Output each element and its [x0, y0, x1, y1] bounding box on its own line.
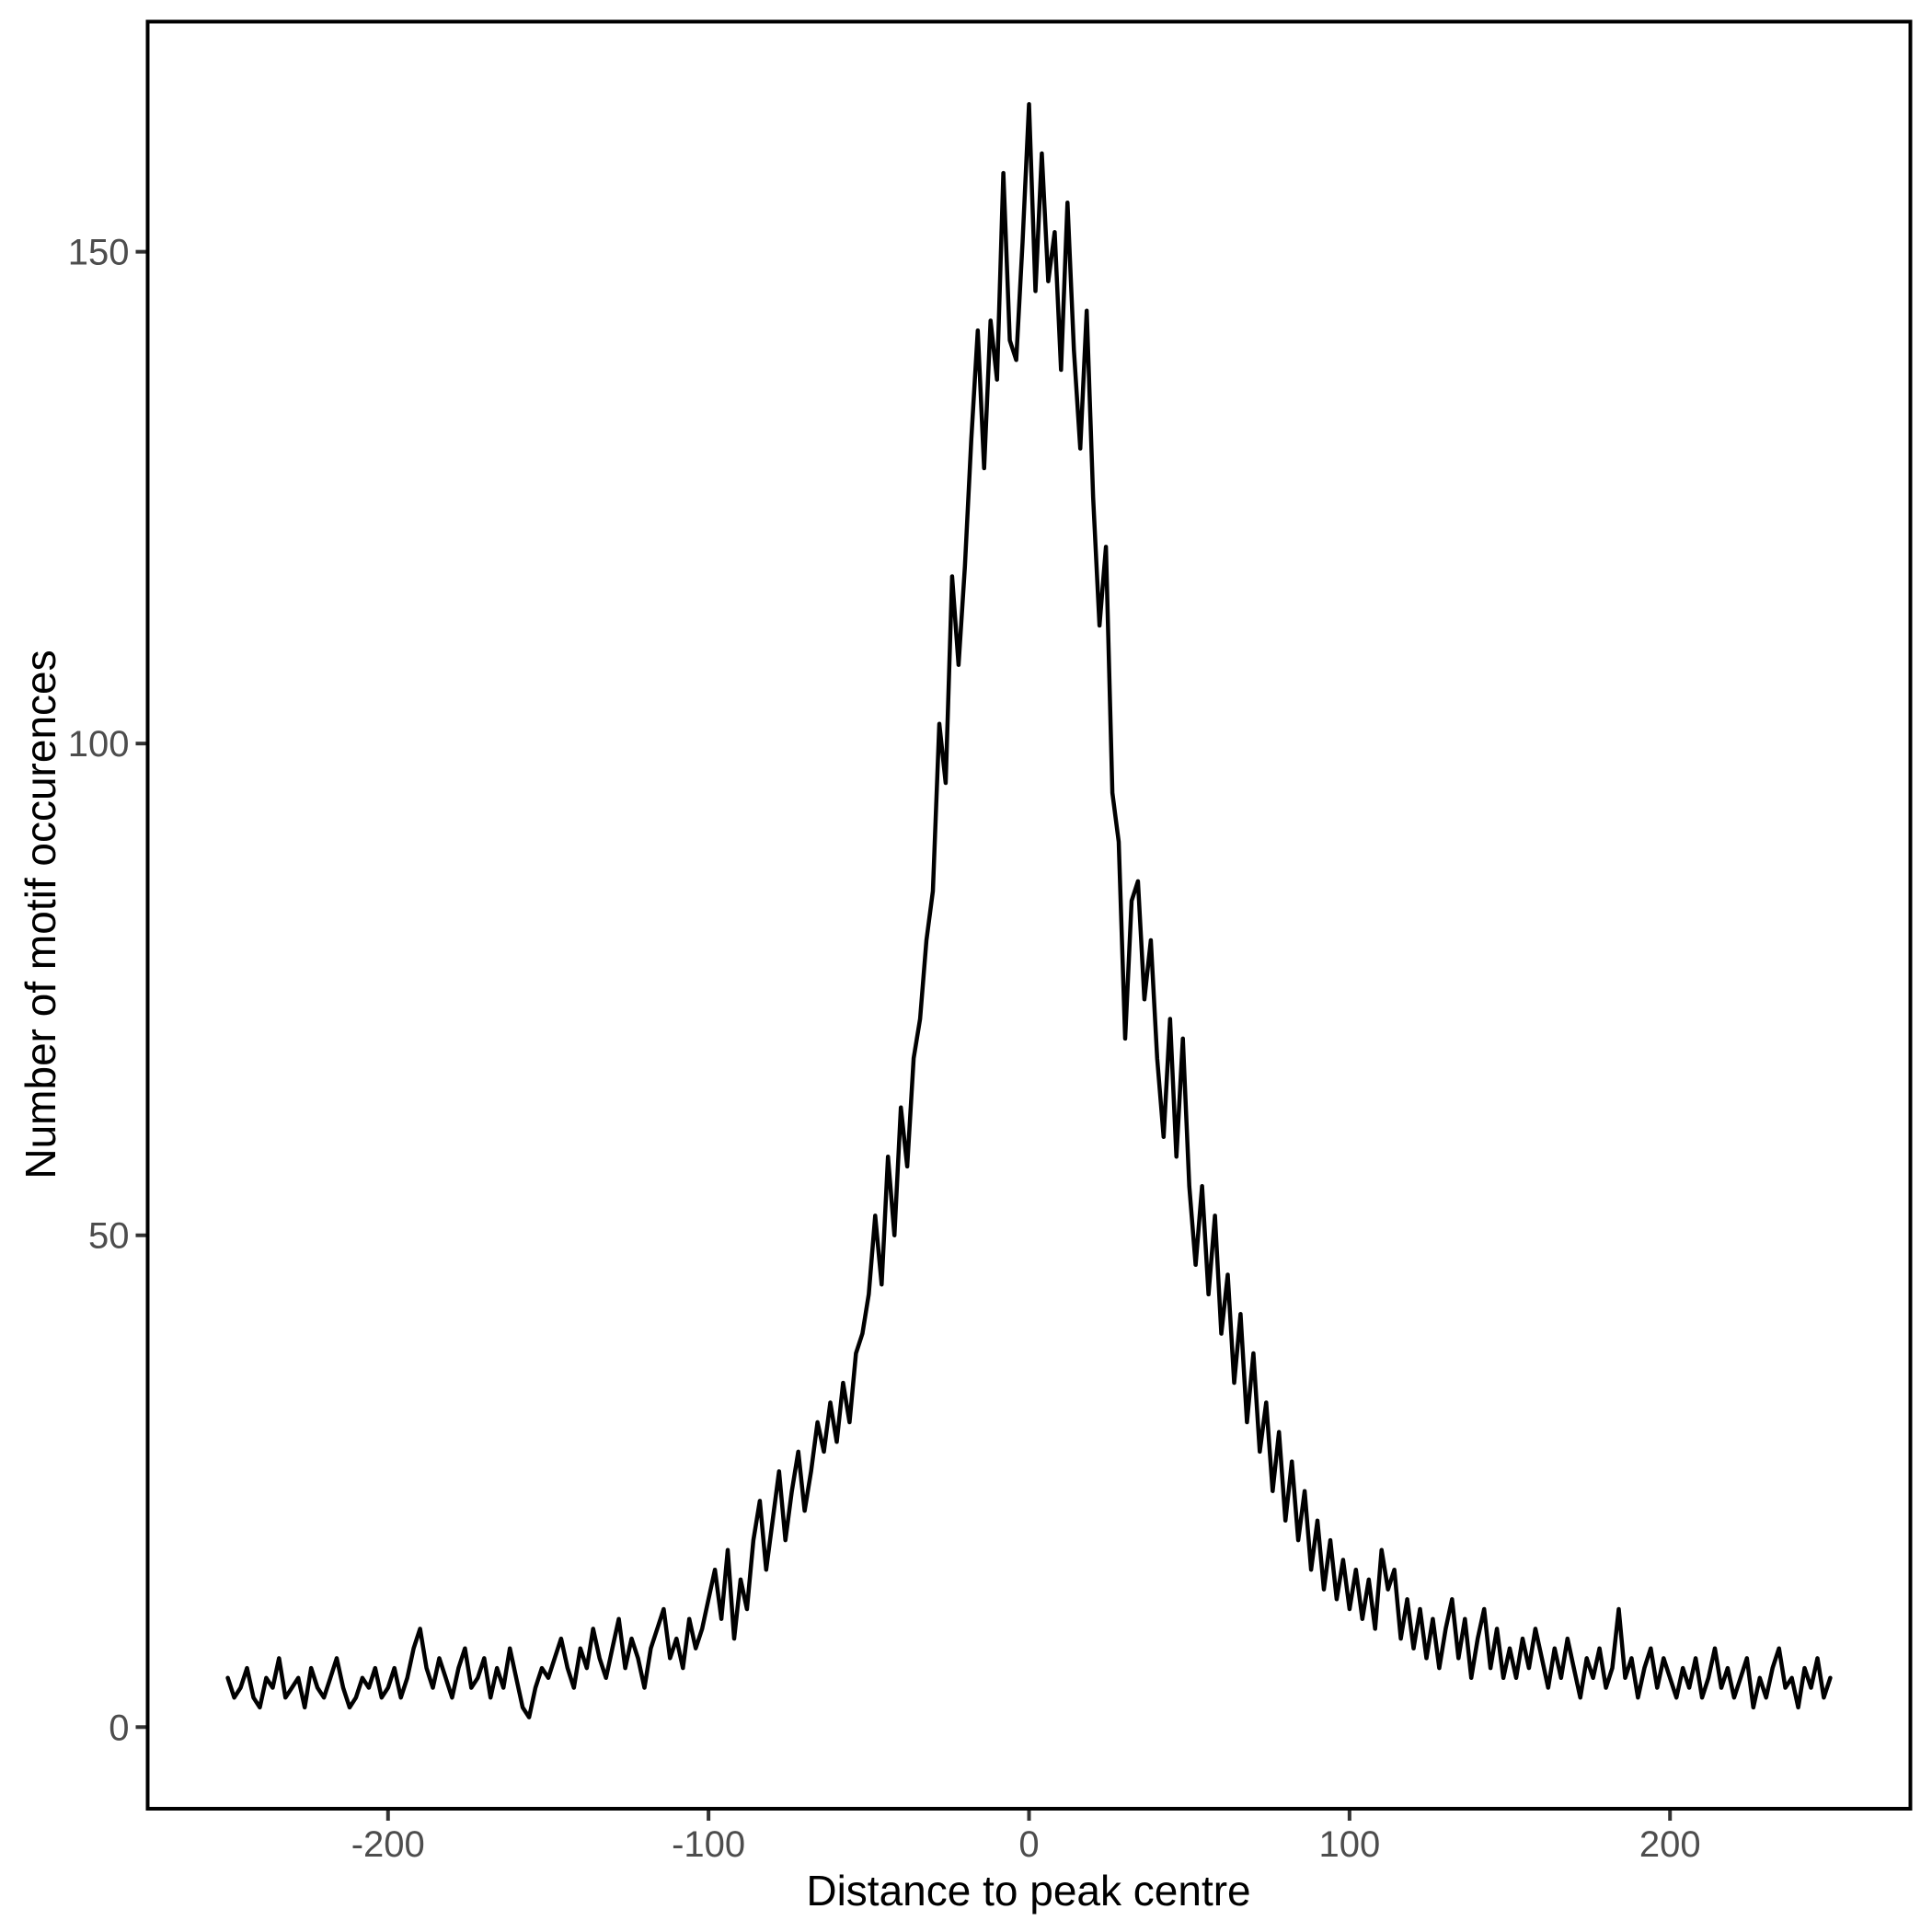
y-axis-title: Number of motif occurences	[17, 650, 64, 1179]
panel-border	[145, 19, 1913, 1811]
y-tick-label: 100	[68, 724, 130, 765]
x-tick-label: 100	[1318, 1824, 1380, 1865]
axis-tick-labels: -200 -100 0 100 200 0 50 100 150	[68, 233, 1701, 1865]
x-tick-label: -200	[351, 1824, 425, 1865]
x-axis-title: Distance to peak centre	[806, 1867, 1251, 1915]
data-line	[225, 102, 1833, 1719]
y-tick-label: 0	[109, 1708, 129, 1748]
axis-ticks	[135, 249, 1673, 1821]
x-tick-label: 0	[1018, 1824, 1039, 1865]
y-tick-label: 50	[88, 1216, 130, 1257]
x-tick-label: -100	[672, 1824, 745, 1865]
x-tick-label: 200	[1639, 1824, 1701, 1865]
y-tick-label: 150	[68, 233, 130, 273]
